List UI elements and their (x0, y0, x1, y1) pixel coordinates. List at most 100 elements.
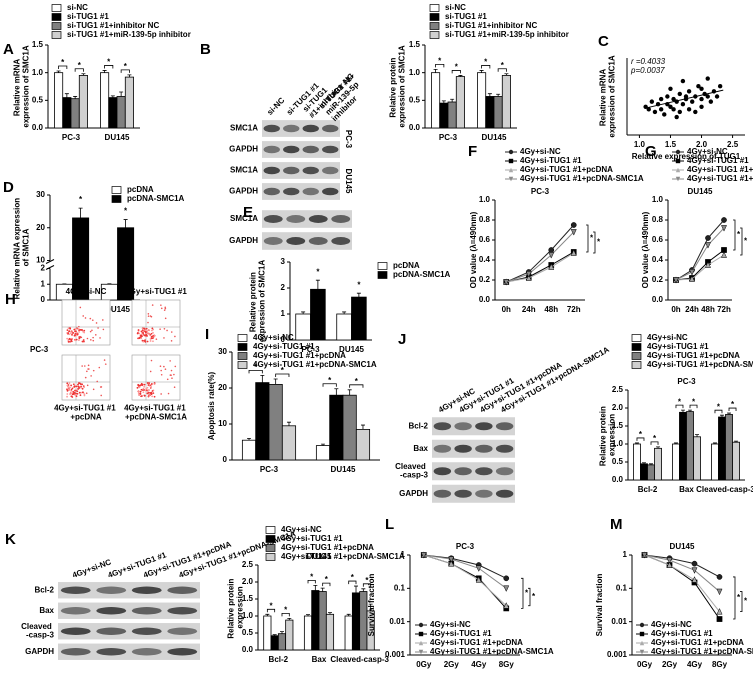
flow-event (170, 369, 173, 372)
flow-event (84, 317, 87, 319)
error-bar (260, 375, 265, 383)
bar (439, 102, 449, 129)
blot-row-label: GAPDH (229, 145, 258, 154)
x-tick-label: DU145 (482, 133, 507, 142)
significance-label: * (731, 400, 735, 409)
significance-label: * (590, 234, 594, 243)
blot-band (454, 444, 472, 453)
flow-event (102, 328, 105, 331)
blot-band (286, 237, 306, 245)
bar (311, 590, 320, 651)
flow-event (100, 394, 103, 397)
flow-event (173, 386, 176, 389)
bar (315, 445, 331, 461)
point (705, 261, 711, 268)
flow-event (146, 340, 149, 343)
legend-label: pcDNA (127, 185, 154, 194)
error-bar (496, 93, 501, 97)
legend-swatch (429, 22, 440, 30)
flow-event (79, 394, 82, 397)
flow-event (74, 389, 76, 392)
blot-band (302, 145, 319, 154)
y-tick-label: 0.01 (389, 617, 405, 626)
bar (295, 313, 311, 341)
significance-bracket (266, 608, 276, 613)
bar (359, 591, 368, 651)
y-tick-label: 10 (36, 256, 45, 265)
significance-label: * (107, 58, 111, 67)
line (423, 554, 507, 609)
point (658, 107, 664, 112)
legend-label: 4Gy+si-NC (253, 333, 294, 342)
flow-event (159, 365, 162, 368)
legend-label: 4Gy+si-TUG1 #1+pcDNA-SMC1A (687, 174, 753, 183)
flow-label: 4Gy+si-TUG1 #1 +pcDNA (54, 404, 118, 422)
point (721, 217, 727, 223)
flow-event (160, 307, 163, 310)
flow-event (82, 339, 85, 341)
flow-event (83, 365, 86, 367)
y-axis-label: Apoptosis rate(%) (207, 371, 216, 440)
bar (485, 96, 495, 129)
error-bar (479, 70, 484, 73)
blot-band (167, 648, 198, 656)
blot-band (263, 237, 283, 245)
bar (241, 439, 257, 461)
point (448, 556, 455, 563)
panel-label: J (398, 331, 406, 348)
legend-swatch (237, 352, 248, 360)
line (644, 554, 720, 612)
flow-event (137, 392, 140, 395)
flow-event (78, 382, 81, 385)
blot-band (131, 607, 162, 615)
panel-label: G (645, 143, 657, 160)
panel-label: F (468, 143, 477, 160)
legend-marker (508, 149, 514, 155)
flow-event (149, 370, 152, 373)
legend-marker (675, 176, 681, 182)
bar (270, 635, 279, 651)
flow-event (167, 392, 170, 395)
significance-bracket (248, 370, 263, 374)
blot-band (433, 444, 452, 453)
significance-bracket (586, 224, 589, 253)
flow-event (147, 315, 150, 317)
y-tick-label: 0.001 (385, 650, 406, 659)
y-tick-label: 0.2 (479, 275, 491, 284)
significance-label: * (355, 377, 359, 386)
blot-band (495, 467, 514, 476)
blot-strip (432, 439, 515, 458)
y-axis-label: Relative protein expression (227, 576, 245, 638)
y-tick-label: 0.5 (32, 95, 44, 104)
y-tick-label: 1.0 (409, 68, 421, 77)
error-bar (334, 388, 339, 396)
flow-event (81, 365, 83, 367)
error-bar (273, 378, 278, 385)
legend-label: si-NC (445, 3, 466, 12)
bar (725, 414, 733, 481)
flow-event (142, 389, 144, 392)
significance-bracket (348, 580, 357, 585)
point (649, 99, 655, 104)
blot-strip (262, 162, 340, 179)
error-bar (641, 462, 646, 464)
y-axis-label: Survival fraction (367, 574, 376, 637)
significance-label: * (744, 597, 748, 606)
flow-event (147, 321, 149, 324)
y-tick-label: 1.0 (479, 195, 491, 204)
error-bar (73, 96, 78, 99)
x-tick-label: Cleaved-casp-3 (696, 485, 753, 494)
flow-event (148, 382, 150, 384)
x-tick-label: 0h (502, 305, 511, 314)
x-tick-label: 2.5 (727, 140, 739, 149)
flow-event (174, 365, 177, 368)
significance-label: * (653, 434, 657, 443)
bar (281, 425, 297, 461)
point (548, 252, 555, 259)
y-tick-label: 2.0 (612, 403, 624, 412)
y-tick-label: 1.5 (32, 40, 44, 49)
legend-label: 4Gy+si-NC (430, 620, 471, 629)
flow-event (89, 317, 92, 320)
y-tick-label: 0.5 (612, 457, 624, 466)
error-bar (695, 434, 700, 437)
